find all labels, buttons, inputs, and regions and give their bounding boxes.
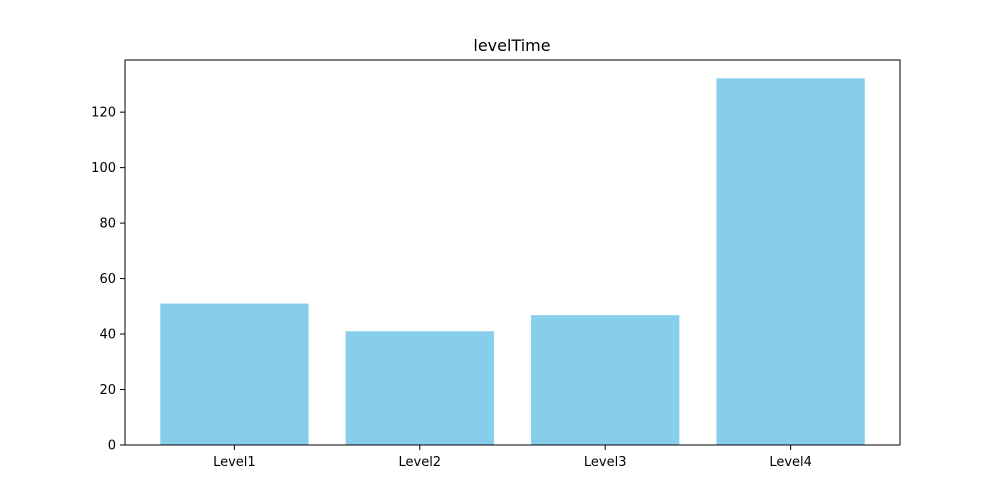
y-tick-label: 60 — [99, 272, 116, 287]
y-tick-label: 100 — [91, 161, 116, 176]
bar-level1 — [160, 303, 309, 445]
x-tick-label: Level2 — [398, 455, 441, 470]
x-axis: Level1 Level2 Level3 Level4 — [213, 445, 812, 470]
x-tick-label: Level1 — [213, 455, 256, 470]
x-tick-label: Level3 — [584, 455, 627, 470]
y-tick-label: 40 — [99, 328, 116, 343]
y-axis: 0 20 40 60 80 100 120 — [91, 106, 125, 454]
bar-level3 — [531, 315, 680, 445]
plot-frame — [124, 59, 901, 446]
y-tick-label: 80 — [99, 217, 116, 232]
y-tick-label: 120 — [91, 106, 116, 121]
chart-title: levelTime — [473, 36, 550, 55]
x-tick-label: Level4 — [769, 455, 812, 470]
bar-level4 — [716, 78, 865, 445]
y-tick-label: 20 — [99, 383, 116, 398]
bars-group — [160, 78, 865, 445]
bar-level2 — [345, 331, 494, 445]
y-tick-label: 0 — [108, 439, 116, 454]
